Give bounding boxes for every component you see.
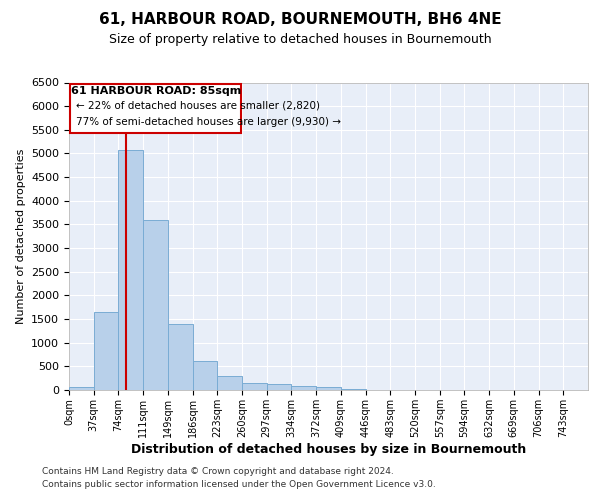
Text: Size of property relative to detached houses in Bournemouth: Size of property relative to detached ho… — [109, 32, 491, 46]
Bar — [341, 389, 365, 390]
Bar — [316, 388, 341, 390]
Text: 61 HARBOUR ROAD: 85sqm: 61 HARBOUR ROAD: 85sqm — [71, 86, 241, 97]
Y-axis label: Number of detached properties: Number of detached properties — [16, 148, 26, 324]
Bar — [69, 387, 94, 390]
Text: ← 22% of detached houses are smaller (2,820): ← 22% of detached houses are smaller (2,… — [76, 101, 320, 111]
Text: Contains HM Land Registry data © Crown copyright and database right 2024.: Contains HM Land Registry data © Crown c… — [42, 468, 394, 476]
Bar — [242, 382, 267, 390]
Text: 77% of semi-detached houses are larger (9,930) →: 77% of semi-detached houses are larger (… — [76, 117, 341, 127]
Bar — [168, 324, 193, 390]
Text: Contains public sector information licensed under the Open Government Licence v3: Contains public sector information licen… — [42, 480, 436, 489]
Bar — [94, 312, 118, 390]
Bar — [292, 386, 316, 390]
Bar — [143, 220, 168, 390]
FancyBboxPatch shape — [70, 84, 241, 133]
Text: Distribution of detached houses by size in Bournemouth: Distribution of detached houses by size … — [131, 442, 526, 456]
Text: 61, HARBOUR ROAD, BOURNEMOUTH, BH6 4NE: 61, HARBOUR ROAD, BOURNEMOUTH, BH6 4NE — [98, 12, 502, 28]
Bar — [267, 384, 292, 390]
Bar — [118, 150, 143, 390]
Bar — [193, 361, 217, 390]
Bar — [217, 376, 242, 390]
